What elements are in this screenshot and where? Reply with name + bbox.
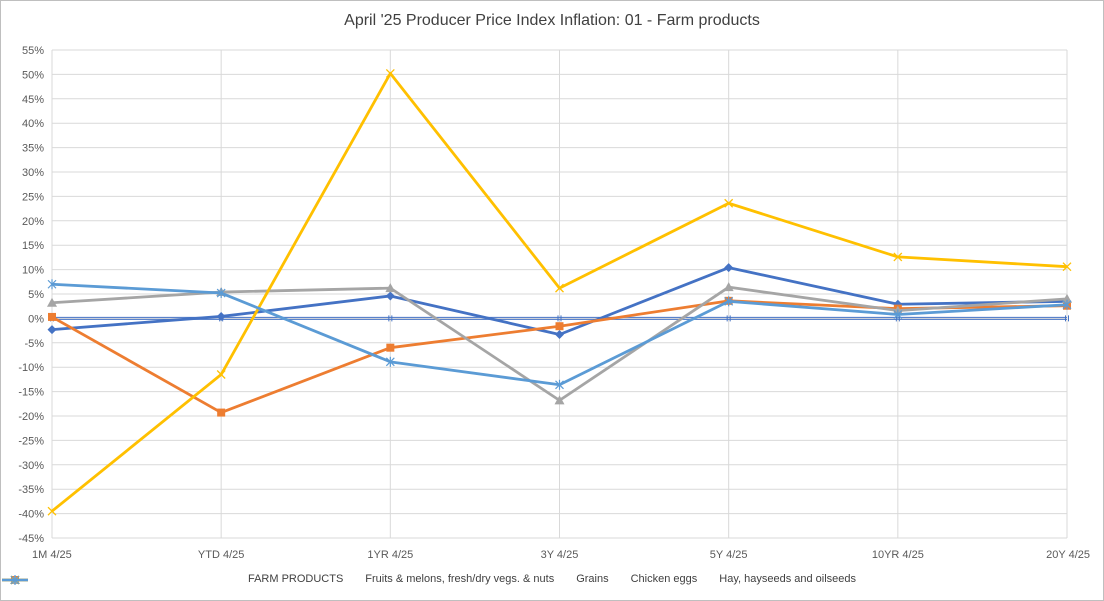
data-point bbox=[893, 309, 903, 320]
legend-label: Chicken eggs bbox=[630, 573, 698, 585]
data-point bbox=[554, 395, 565, 405]
y-tick-label: 40% bbox=[22, 118, 44, 130]
y-tick-label: 25% bbox=[22, 191, 44, 203]
data-point bbox=[47, 325, 57, 335]
y-tick-label: 20% bbox=[22, 216, 44, 228]
legend-label: Grains bbox=[576, 573, 609, 585]
y-tick-label: 0% bbox=[28, 313, 44, 325]
y-tick-label: 45% bbox=[22, 94, 44, 106]
data-point bbox=[724, 198, 734, 208]
y-tick-label: -40% bbox=[18, 509, 44, 521]
data-point bbox=[555, 379, 564, 390]
y-tick-label: -20% bbox=[18, 411, 44, 423]
legend-item: Grains bbox=[2, 573, 609, 585]
y-tick-label: 10% bbox=[22, 265, 44, 277]
data-point bbox=[385, 283, 396, 293]
legend-item: Hay, hayseeds and oilseeds bbox=[2, 573, 857, 585]
data-point bbox=[385, 291, 395, 301]
legend-swatch bbox=[2, 575, 28, 585]
data-point bbox=[555, 322, 564, 331]
x-tick-label: 1M 4/25 bbox=[32, 549, 72, 561]
x-tick-label: YTD 4/25 bbox=[198, 549, 244, 561]
y-tick-label: 55% bbox=[22, 45, 44, 57]
y-tick-label: -15% bbox=[18, 387, 44, 399]
legend: FARM PRODUCTS Fruits & melons, fresh/dry … bbox=[0, 573, 1104, 585]
legend-item: Fruits & melons, fresh/dry vegs. & nuts bbox=[2, 573, 555, 585]
data-point bbox=[1062, 293, 1072, 303]
chart-title: April '25 Producer Price Index Inflation… bbox=[344, 12, 760, 29]
y-tick-label: -30% bbox=[18, 460, 44, 472]
series-3 bbox=[47, 68, 1072, 516]
y-tick-label: 35% bbox=[22, 143, 44, 155]
y-tick-label: -5% bbox=[24, 338, 44, 350]
data-point bbox=[47, 279, 57, 290]
y-tick-label: -10% bbox=[18, 362, 44, 374]
x-tick-label: 10YR 4/25 bbox=[872, 549, 924, 561]
data-point bbox=[385, 68, 395, 78]
legend-label: Hay, hayseeds and oilseeds bbox=[719, 573, 857, 585]
series-lines bbox=[47, 68, 1072, 516]
data-point bbox=[724, 263, 734, 273]
legend-marker bbox=[10, 575, 20, 585]
data-point bbox=[216, 288, 226, 299]
data-point bbox=[1062, 262, 1072, 272]
y-tick-label: 5% bbox=[28, 289, 44, 301]
y-tick-label: 50% bbox=[22, 69, 44, 81]
x-axis-ticks: 1M 4/25 YTD 4/25 1YR 4/25 3Y 4/25 5Y 4/25 10Y… bbox=[32, 549, 1090, 561]
data-point bbox=[216, 311, 226, 321]
x-tick-label: 1YR 4/25 bbox=[367, 549, 413, 561]
data-point bbox=[555, 330, 564, 340]
data-point bbox=[386, 343, 395, 352]
legend-item: FARM PRODUCTS bbox=[2, 573, 344, 585]
x-tick-label: 20Y 4/25 bbox=[1046, 549, 1090, 561]
legend-label: Fruits & melons, fresh/dry vegs. & nuts bbox=[365, 573, 555, 585]
data-point bbox=[723, 282, 734, 292]
data-point bbox=[724, 296, 734, 307]
data-point bbox=[893, 252, 903, 262]
data-point bbox=[47, 297, 57, 307]
data-point bbox=[217, 408, 226, 417]
x-tick-label: 5Y 4/25 bbox=[710, 549, 748, 561]
data-point bbox=[555, 283, 564, 293]
y-axis-ticks: 55% 50% 45% 40% 35% 30% 25% 20% 15% 10% 5% 0% -5% -10… bbox=[18, 45, 44, 545]
gridlines bbox=[51, 49, 1068, 539]
data-point bbox=[216, 370, 226, 379]
y-tick-label: 15% bbox=[22, 240, 44, 252]
data-point bbox=[48, 312, 56, 321]
data-point bbox=[1062, 299, 1072, 310]
data-point bbox=[385, 356, 395, 367]
data-point bbox=[47, 506, 57, 516]
y-tick-label: 30% bbox=[22, 167, 44, 179]
y-tick-label: -25% bbox=[18, 435, 44, 447]
series-4 bbox=[47, 279, 1072, 390]
legend-label: FARM PRODUCTS bbox=[247, 573, 344, 585]
legend-item: Chicken eggs bbox=[2, 573, 698, 585]
y-tick-label: -35% bbox=[18, 484, 44, 496]
x-tick-label: 3Y 4/25 bbox=[541, 549, 579, 561]
y-tick-label: -45% bbox=[18, 533, 44, 545]
